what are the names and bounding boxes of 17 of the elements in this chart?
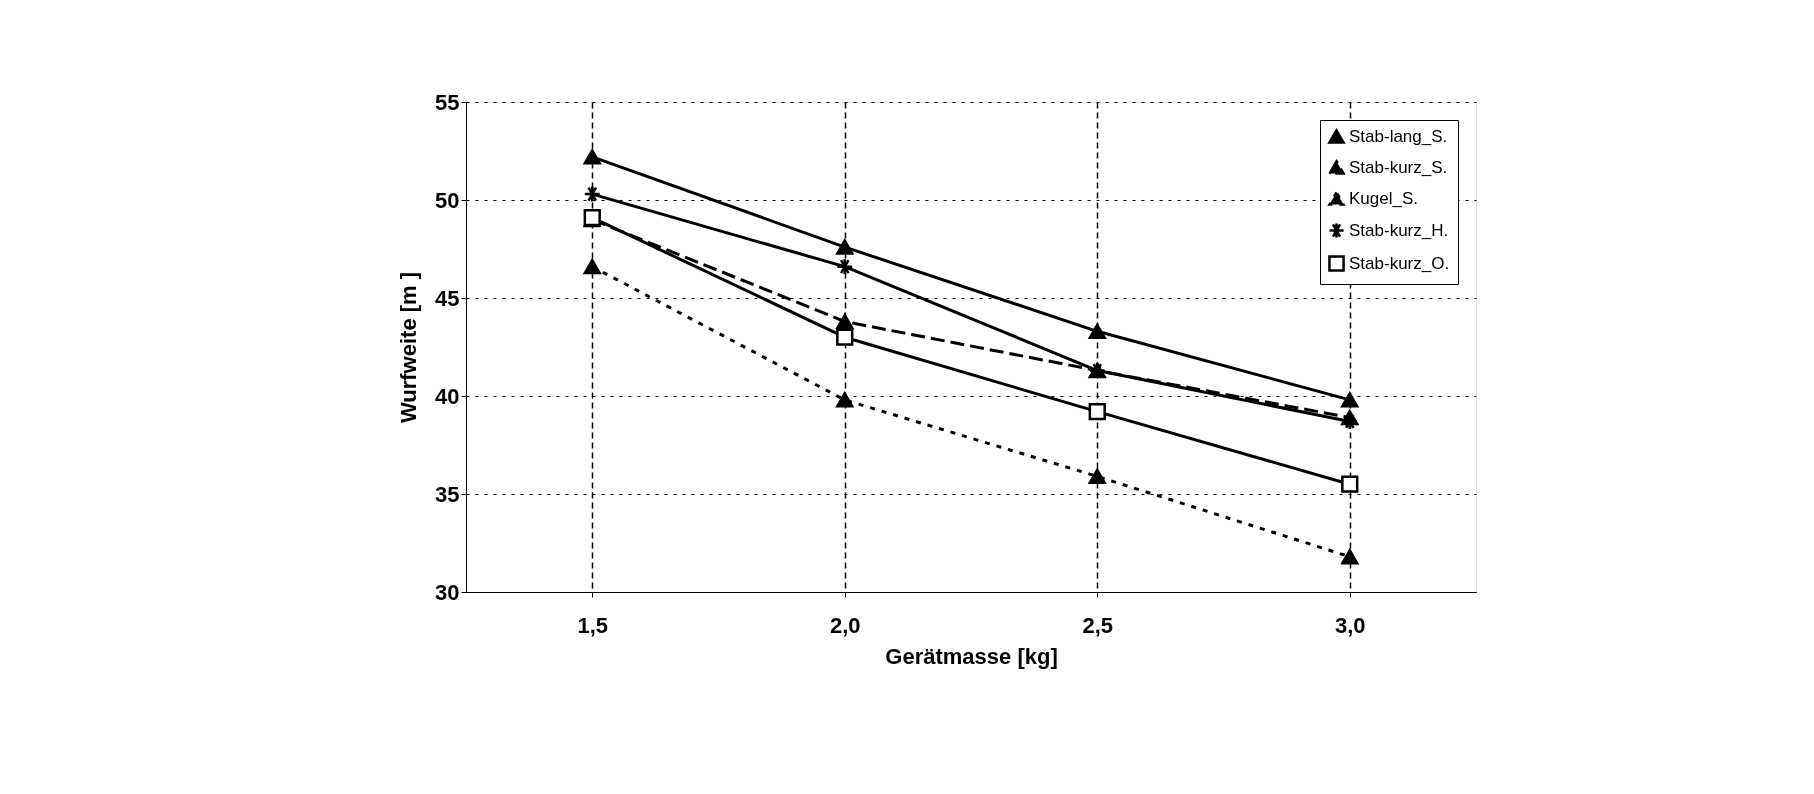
x-tick-label: 2,5 xyxy=(1082,612,1114,638)
y-tick-label: 40 xyxy=(435,383,460,409)
legend-label: Kugel_S. xyxy=(1349,188,1418,208)
legend-label: Stab-kurz_O. xyxy=(1349,253,1450,273)
y-tick-label: 35 xyxy=(435,481,460,507)
y-tick-label: 30 xyxy=(435,579,460,605)
y-tick-label: 55 xyxy=(435,89,460,115)
legend-label: Stab-lang_S. xyxy=(1349,126,1448,146)
x-tick-label: 3,0 xyxy=(1334,612,1366,638)
legend-label: Stab-kurz_S. xyxy=(1349,157,1448,177)
legend-label: Stab-kurz_H. xyxy=(1349,220,1449,240)
y-axis-title: Wurfweite [m ] xyxy=(396,271,422,424)
x-tick-label: 2,0 xyxy=(829,612,861,638)
y-tick-label: 50 xyxy=(435,187,460,213)
y-tick-label: 45 xyxy=(435,285,460,311)
x-axis-title: Gerätmasse [kg] xyxy=(885,643,1058,669)
x-tick-label: 1,5 xyxy=(577,612,609,638)
